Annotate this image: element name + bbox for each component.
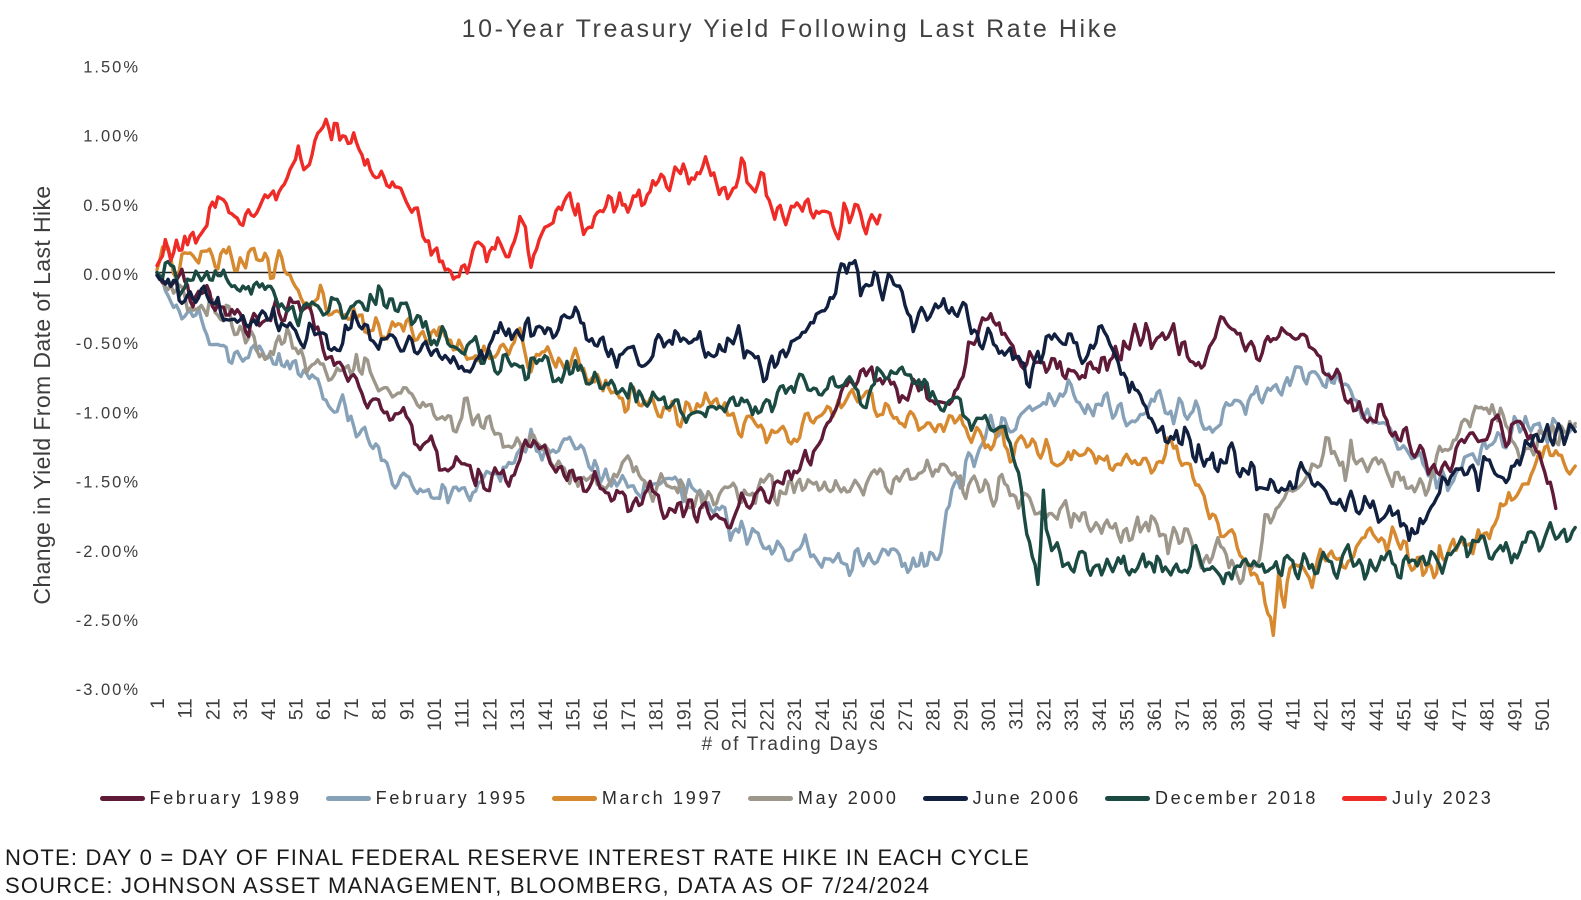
svg-text:271: 271	[895, 698, 917, 731]
svg-text:141: 141	[535, 698, 557, 731]
svg-text:31: 31	[230, 698, 252, 720]
svg-text:41: 41	[258, 698, 280, 720]
svg-text:151: 151	[563, 698, 585, 731]
svg-text:451: 451	[1394, 698, 1416, 731]
svg-text:351: 351	[1117, 698, 1139, 731]
svg-text:221: 221	[756, 698, 778, 731]
svg-text:-2.00%: -2.00%	[76, 543, 140, 561]
svg-text:331: 331	[1061, 698, 1083, 731]
svg-text:51: 51	[286, 698, 308, 720]
svg-text:251: 251	[840, 698, 862, 731]
svg-text:431: 431	[1338, 698, 1360, 731]
svg-text:341: 341	[1089, 698, 1111, 731]
svg-text:1.50%: 1.50%	[83, 58, 140, 76]
svg-text:241: 241	[812, 698, 834, 731]
svg-text:0.00%: 0.00%	[83, 266, 140, 284]
svg-text:121: 121	[479, 698, 501, 731]
svg-text:131: 131	[507, 698, 529, 731]
svg-text:71: 71	[341, 698, 363, 720]
svg-text:391: 391	[1227, 698, 1249, 731]
svg-text:491: 491	[1504, 698, 1526, 731]
svg-text:401: 401	[1255, 698, 1277, 731]
svg-text:11: 11	[175, 698, 197, 719]
svg-text:181: 181	[646, 698, 668, 731]
svg-text:61: 61	[313, 698, 335, 720]
svg-text:311: 311	[1006, 698, 1028, 730]
svg-text:81: 81	[369, 698, 391, 720]
svg-text:371: 371	[1172, 698, 1194, 731]
svg-text:1.00%: 1.00%	[83, 128, 140, 146]
svg-text:381: 381	[1200, 698, 1222, 731]
svg-text:-1.50%: -1.50%	[76, 474, 140, 492]
svg-text:Change in Yield From Date of L: Change in Yield From Date of Last Hike	[29, 185, 55, 604]
svg-text:-1.00%: -1.00%	[76, 404, 140, 422]
svg-text:161: 161	[590, 698, 612, 731]
svg-text:321: 321	[1033, 698, 1055, 731]
svg-text:91: 91	[396, 698, 418, 720]
svg-text:0.50%: 0.50%	[83, 197, 140, 215]
svg-text:421: 421	[1310, 698, 1332, 731]
svg-text:1: 1	[147, 698, 169, 709]
svg-text:301: 301	[978, 698, 1000, 731]
svg-text:171: 171	[618, 698, 640, 731]
svg-text:281: 281	[923, 698, 945, 731]
svg-text:101: 101	[424, 698, 446, 731]
svg-text:291: 291	[950, 698, 972, 731]
svg-text:231: 231	[784, 698, 806, 731]
svg-text:361: 361	[1144, 698, 1166, 731]
svg-text:-3.00%: -3.00%	[76, 681, 140, 699]
svg-text:211: 211	[729, 698, 751, 730]
svg-text:481: 481	[1477, 698, 1499, 731]
svg-text:261: 261	[867, 698, 889, 731]
svg-text:-2.50%: -2.50%	[76, 612, 140, 630]
svg-text:191: 191	[673, 698, 695, 731]
svg-text:501: 501	[1532, 698, 1554, 731]
svg-text:111: 111	[452, 698, 474, 728]
svg-text:411: 411	[1283, 698, 1305, 730]
svg-text:-0.50%: -0.50%	[76, 335, 140, 353]
svg-text:471: 471	[1449, 698, 1471, 731]
svg-text:441: 441	[1366, 698, 1388, 731]
svg-text:461: 461	[1421, 698, 1443, 731]
svg-text:201: 201	[701, 698, 723, 731]
svg-text:21: 21	[202, 698, 224, 720]
